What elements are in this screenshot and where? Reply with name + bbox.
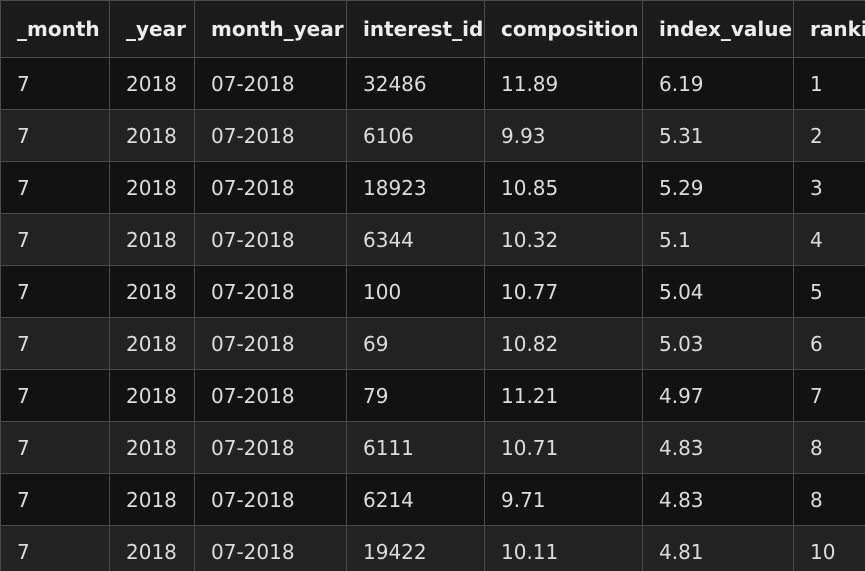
cell-month[interactable]: 7: [0, 109, 110, 162]
cell-composition[interactable]: 9.71: [484, 473, 643, 526]
cell-composition[interactable]: 10.77: [484, 265, 643, 318]
cell-index-value[interactable]: 6.19: [642, 57, 794, 110]
cell-ranking[interactable]: 6: [793, 317, 865, 370]
cell-interest-id[interactable]: 6106: [346, 109, 485, 162]
table-row[interactable]: 7 2018 07-2018 6214 9.71 4.83 8: [0, 473, 865, 526]
cell-composition[interactable]: 10.11: [484, 525, 643, 571]
cell-composition[interactable]: 10.85: [484, 161, 643, 214]
cell-year[interactable]: 2018: [109, 421, 195, 474]
column-header-month-year[interactable]: month_year: [194, 0, 347, 58]
cell-year[interactable]: 2018: [109, 57, 195, 110]
cell-composition[interactable]: 11.89: [484, 57, 643, 110]
cell-month[interactable]: 7: [0, 473, 110, 526]
cell-interest-id[interactable]: 6111: [346, 421, 485, 474]
cell-index-value[interactable]: 5.04: [642, 265, 794, 318]
cell-interest-id[interactable]: 32486: [346, 57, 485, 110]
column-header-index-value[interactable]: index_value: [642, 0, 794, 58]
cell-ranking[interactable]: 3: [793, 161, 865, 214]
column-header-year[interactable]: _year: [109, 0, 195, 58]
cell-month-year[interactable]: 07-2018: [194, 369, 347, 422]
cell-interest-id[interactable]: 100: [346, 265, 485, 318]
cell-month-year[interactable]: 07-2018: [194, 57, 347, 110]
table-row[interactable]: 7 2018 07-2018 18923 10.85 5.29 3: [0, 161, 865, 214]
cell-composition[interactable]: 10.32: [484, 213, 643, 266]
cell-month[interactable]: 7: [0, 421, 110, 474]
table-row[interactable]: 7 2018 07-2018 19422 10.11 4.81 10: [0, 525, 865, 571]
cell-month[interactable]: 7: [0, 265, 110, 318]
cell-year[interactable]: 2018: [109, 109, 195, 162]
cell-index-value[interactable]: 4.81: [642, 525, 794, 571]
cell-month[interactable]: 7: [0, 213, 110, 266]
cell-ranking[interactable]: 1: [793, 57, 865, 110]
cell-year[interactable]: 2018: [109, 213, 195, 266]
cell-month-year[interactable]: 07-2018: [194, 473, 347, 526]
cell-interest-id[interactable]: 79: [346, 369, 485, 422]
cell-year[interactable]: 2018: [109, 473, 195, 526]
cell-ranking[interactable]: 5: [793, 265, 865, 318]
cell-month[interactable]: 7: [0, 57, 110, 110]
cell-year[interactable]: 2018: [109, 317, 195, 370]
cell-month[interactable]: 7: [0, 525, 110, 571]
cell-interest-id[interactable]: 6344: [346, 213, 485, 266]
cell-month-year[interactable]: 07-2018: [194, 525, 347, 571]
cell-interest-id[interactable]: 69: [346, 317, 485, 370]
table-row[interactable]: 7 2018 07-2018 32486 11.89 6.19 1: [0, 57, 865, 110]
cell-interest-id[interactable]: 19422: [346, 525, 485, 571]
cell-ranking[interactable]: 8: [793, 421, 865, 474]
table-row[interactable]: 7 2018 07-2018 79 11.21 4.97 7: [0, 369, 865, 422]
cell-month[interactable]: 7: [0, 369, 110, 422]
cell-ranking[interactable]: 7: [793, 369, 865, 422]
cell-index-value[interactable]: 5.29: [642, 161, 794, 214]
cell-index-value[interactable]: 5.31: [642, 109, 794, 162]
column-header-month[interactable]: _month: [0, 0, 110, 58]
cell-month-year[interactable]: 07-2018: [194, 421, 347, 474]
cell-month-year[interactable]: 07-2018: [194, 317, 347, 370]
table-body: 7 2018 07-2018 32486 11.89 6.19 1 7 2018 07-2018 6…: [0, 57, 865, 571]
cell-month-year[interactable]: 07-2018: [194, 265, 347, 318]
table-row[interactable]: 7 2018 07-2018 69 10.82 5.03 6: [0, 317, 865, 370]
cell-month[interactable]: 7: [0, 317, 110, 370]
cell-ranking[interactable]: 4: [793, 213, 865, 266]
cell-index-value[interactable]: 5.03: [642, 317, 794, 370]
cell-interest-id[interactable]: 18923: [346, 161, 485, 214]
cell-composition[interactable]: 9.93: [484, 109, 643, 162]
cell-composition[interactable]: 10.71: [484, 421, 643, 474]
header-row: _month _year month_year interest_id comp…: [0, 0, 865, 58]
cell-index-value[interactable]: 4.83: [642, 421, 794, 474]
cell-composition[interactable]: 10.82: [484, 317, 643, 370]
cell-year[interactable]: 2018: [109, 369, 195, 422]
cell-year[interactable]: 2018: [109, 525, 195, 571]
cell-ranking[interactable]: 8: [793, 473, 865, 526]
cell-month-year[interactable]: 07-2018: [194, 109, 347, 162]
column-header-ranking[interactable]: ranking: [793, 0, 865, 58]
cell-ranking[interactable]: 10: [793, 525, 865, 571]
cell-interest-id[interactable]: 6214: [346, 473, 485, 526]
column-header-interest-id[interactable]: interest_id: [346, 0, 485, 58]
cell-index-value[interactable]: 5.1: [642, 213, 794, 266]
table-row[interactable]: 7 2018 07-2018 100 10.77 5.04 5: [0, 265, 865, 318]
cell-month-year[interactable]: 07-2018: [194, 161, 347, 214]
table-row[interactable]: 7 2018 07-2018 6344 10.32 5.1 4: [0, 213, 865, 266]
column-header-composition[interactable]: composition: [484, 0, 643, 58]
cell-ranking[interactable]: 2: [793, 109, 865, 162]
cell-year[interactable]: 2018: [109, 265, 195, 318]
cell-month[interactable]: 7: [0, 161, 110, 214]
cell-composition[interactable]: 11.21: [484, 369, 643, 422]
cell-year[interactable]: 2018: [109, 161, 195, 214]
cell-index-value[interactable]: 4.83: [642, 473, 794, 526]
table-row[interactable]: 7 2018 07-2018 6111 10.71 4.83 8: [0, 421, 865, 474]
cell-month-year[interactable]: 07-2018: [194, 213, 347, 266]
cell-index-value[interactable]: 4.97: [642, 369, 794, 422]
table-row[interactable]: 7 2018 07-2018 6106 9.93 5.31 2: [0, 109, 865, 162]
